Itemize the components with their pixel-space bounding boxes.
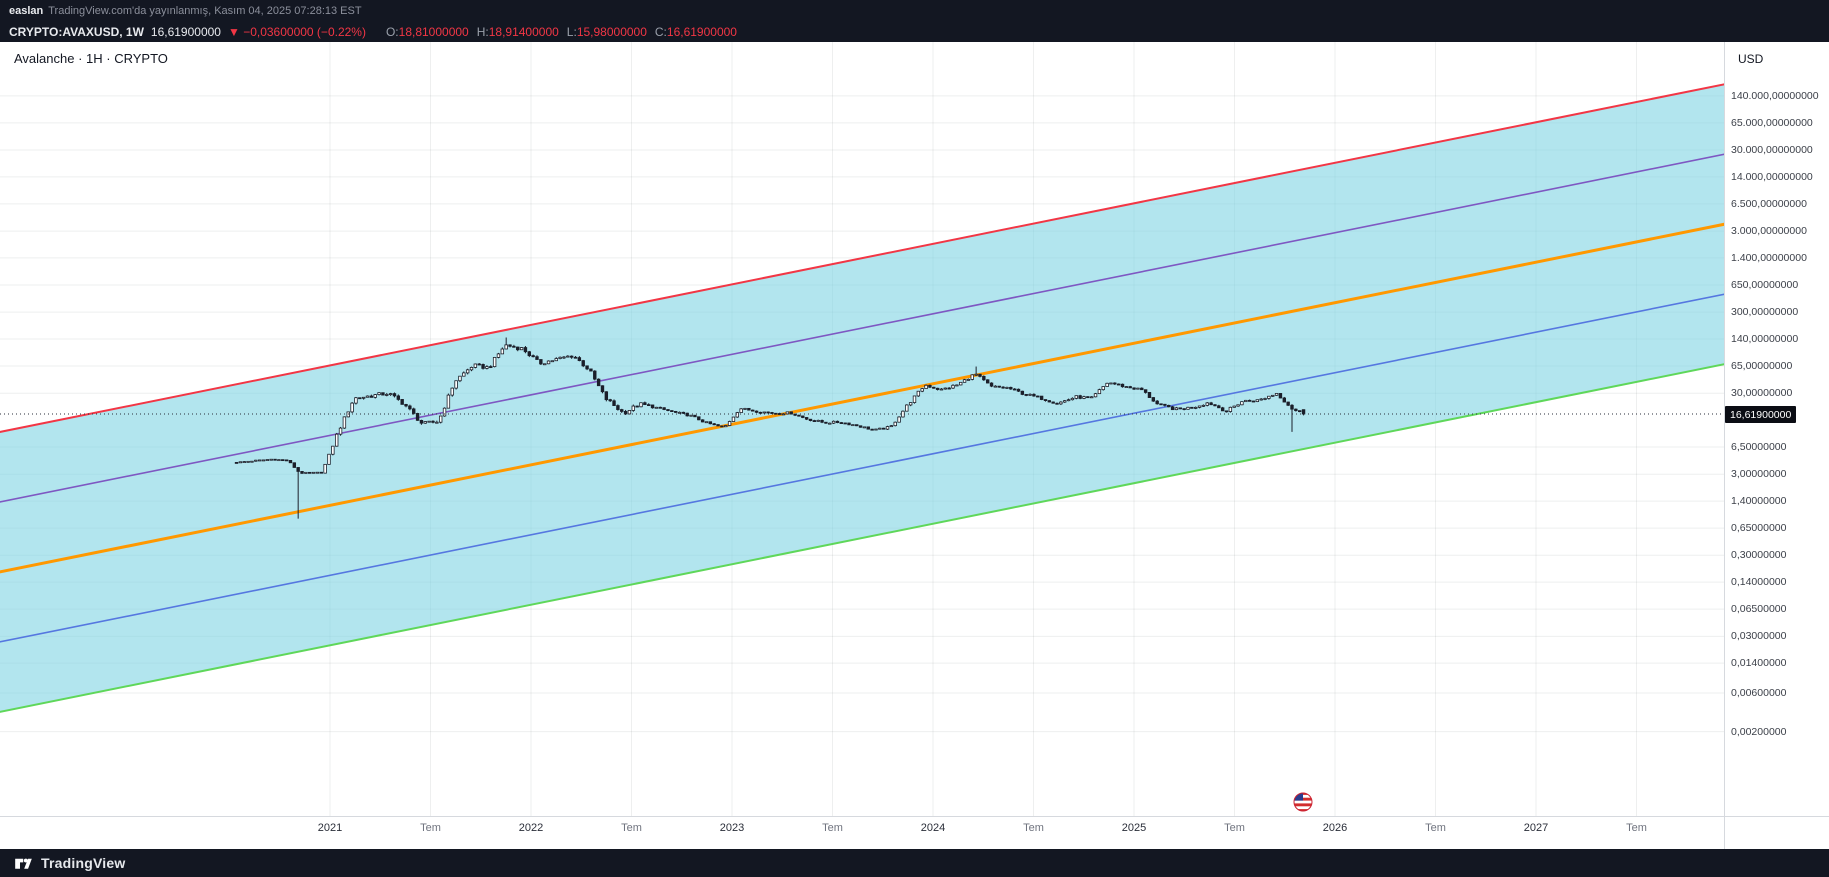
price-tick-label: 0,65000000 [1731,522,1787,535]
price-tick-label: 300,00000000 [1731,306,1799,319]
ohlc-value: 18,91400000 [488,24,559,39]
price-tick-label: 650,00000000 [1731,278,1799,291]
ohlc-value: 16,61900000 [666,24,737,39]
time-tick-label-2026: 2026 [1322,822,1348,834]
time-tick-label-2021: 2021 [317,822,343,834]
price-tick-label: 6.500,00000000 [1731,197,1807,210]
time-tick-label-tem: Tem [1425,822,1446,834]
price-tick-label: 0,03000000 [1731,630,1787,643]
price-tick-label: 30,00000000 [1731,387,1793,400]
chart-pane[interactable]: Avalanche · 1H · CRYPTO USD 16,61900000 … [0,42,1829,849]
tradingview-wordmark[interactable]: TradingView [41,855,126,871]
time-tick-label-2024: 2024 [920,822,946,834]
currency-label: USD [1738,52,1764,66]
time-tick-label-tem: Tem [1023,822,1044,834]
price-axis[interactable]: USD 16,61900000 140.000,00000000 65.000,0… [1724,42,1829,849]
time-tick-label-2027: 2027 [1523,822,1549,834]
ohlc-label: C: [654,24,667,39]
channel-line-upper-1[interactable] [0,153,1732,504]
publish-info-bar: easlan TradingView.com'da yayınlanmış, K… [0,0,1829,21]
time-tick-label-tem: Tem [420,822,441,834]
ohlc-label: O: [385,24,399,39]
candlestick-series[interactable] [234,337,1306,519]
time-tick-label-tem: Tem [1224,822,1245,834]
ohlc-values: O:18,81000000 H:18,91400000 L:15,98000000 C… [378,25,737,39]
chart-canvas[interactable] [0,42,1829,849]
price-tick-label: 1,40000000 [1731,495,1787,508]
plot-region[interactable] [0,42,1732,816]
time-tick-label-tem: Tem [822,822,843,834]
us-flag-icon[interactable] [1293,792,1313,812]
time-tick-label-2025: 2025 [1121,822,1147,834]
price-tick-label: 0,06500000 [1731,603,1787,616]
tradingview-logo-icon[interactable] [13,853,34,874]
chart-legend[interactable]: Avalanche · 1H · CRYPTO [14,51,168,66]
channel-line-upper-2[interactable] [0,83,1732,434]
time-tick-label-2023: 2023 [719,822,745,834]
price-tick-label: 0,00600000 [1731,687,1787,699]
ohlc-label: H: [476,24,489,39]
price-tick-label: 0,00200000 [1731,725,1787,738]
time-tick-label-tem: Tem [621,822,642,834]
price-change-value: ▼ −0,03600000 (−0.22%) [227,24,366,39]
time-tick-label-tem: Tem [1626,822,1647,834]
price-tick-label: 3,00000000 [1731,468,1787,481]
footer-bar: TradingView [0,849,1829,877]
ohlc-value: 18,81000000 [398,24,469,39]
channel-line-lower-1[interactable] [0,293,1732,644]
ohlc-value: 15,98000000 [576,24,647,39]
time-axis[interactable]: 2021 Tem 2022 Tem 2023 Tem 2024 Tem 2025 Tem 2026 T… [0,816,1724,844]
price-tick-label: 65,00000000 [1731,359,1793,372]
publish-timestamp: TradingView.com'da yayınlanmış, Kasım 04… [48,4,362,17]
symbol-interval-label[interactable]: CRYPTO:AVAXUSD, 1W [9,24,144,39]
price-tick-label: 3.000,00000000 [1731,225,1807,238]
price-tick-label: 0,01400000 [1731,657,1787,670]
price-tick-label: 140,00000000 [1731,332,1799,345]
price-tick-label: 0,30000000 [1731,549,1787,562]
price-tick-label: 30.000,00000000 [1731,144,1813,157]
price-tick-label: 140.000,00000000 [1731,89,1819,102]
last-price-value: 16,61900000 [150,24,221,39]
author-name[interactable]: easlan [9,4,44,17]
channel-line-lower-2[interactable] [0,363,1732,714]
symbol-info-bar: CRYPTO:AVAXUSD, 1W 16,61900000 ▼ −0,0360… [0,21,1829,42]
time-tick-label-2022: 2022 [518,822,544,834]
last-price-axis-label: 16,61900000 [1725,406,1797,423]
channel-line-median[interactable] [0,222,1732,574]
price-tick-label: 6,50000000 [1731,441,1787,454]
price-tick-label: 0,14000000 [1731,576,1787,589]
price-tick-label: 14.000,00000000 [1731,170,1813,183]
price-tick-label: 1.400,00000000 [1731,251,1807,264]
price-tick-label: 65.000,00000000 [1731,116,1813,129]
ohlc-label: L: [566,24,577,39]
